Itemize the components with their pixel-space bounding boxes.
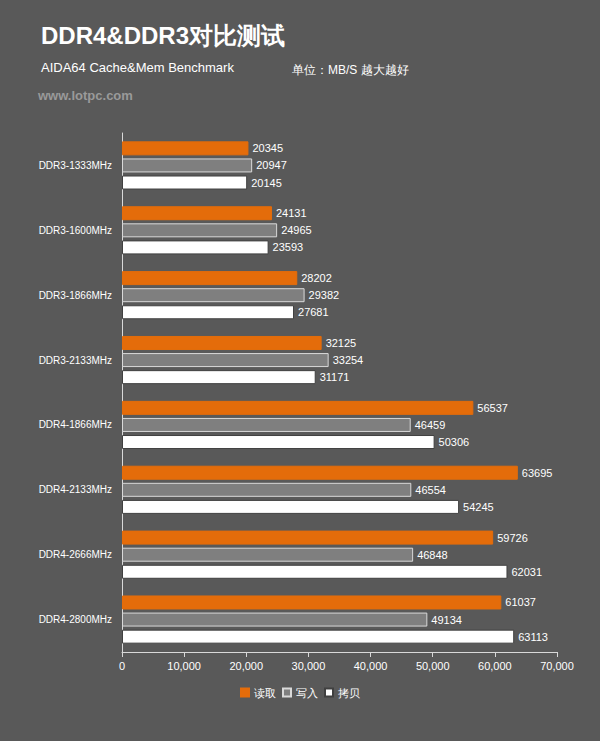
svg-text:50306: 50306 <box>439 436 470 448</box>
svg-text:写入: 写入 <box>296 687 318 699</box>
svg-text:32125: 32125 <box>326 337 357 349</box>
svg-text:拷贝: 拷贝 <box>338 687 360 699</box>
svg-text:www.lotpc.com: www.lotpc.com <box>37 88 133 103</box>
svg-text:31171: 31171 <box>320 371 350 383</box>
svg-text:DDR4&DDR3对比测试: DDR4&DDR3对比测试 <box>41 22 285 49</box>
svg-text:46848: 46848 <box>417 549 448 561</box>
svg-text:10,000: 10,000 <box>167 660 201 672</box>
svg-text:40,000: 40,000 <box>354 660 388 672</box>
svg-text:20947: 20947 <box>256 159 287 171</box>
svg-text:30,000: 30,000 <box>292 660 326 672</box>
svg-text:29382: 29382 <box>309 289 340 301</box>
svg-text:DDR4-2666MHz: DDR4-2666MHz <box>39 549 112 560</box>
svg-text:46459: 46459 <box>415 419 446 431</box>
svg-text:33254: 33254 <box>333 354 364 366</box>
svg-text:24965: 24965 <box>281 224 312 236</box>
svg-text:70,000: 70,000 <box>540 660 574 672</box>
svg-text:DDR3-1866MHz: DDR3-1866MHz <box>39 290 112 301</box>
svg-text:61037: 61037 <box>505 596 536 608</box>
svg-text:46554: 46554 <box>415 484 446 496</box>
svg-text:56537: 56537 <box>477 402 508 414</box>
svg-text:23593: 23593 <box>273 241 304 253</box>
svg-text:AIDA64 Cache&Mem Benchmark: AIDA64 Cache&Mem Benchmark <box>41 60 234 75</box>
svg-text:DDR3-1333MHz: DDR3-1333MHz <box>39 160 112 171</box>
svg-text:20145: 20145 <box>251 177 282 189</box>
svg-text:DDR4-2133MHz: DDR4-2133MHz <box>39 484 112 495</box>
svg-text:49134: 49134 <box>431 614 462 626</box>
svg-text:27681: 27681 <box>298 306 329 318</box>
svg-text:DDR4-2800MHz: DDR4-2800MHz <box>39 614 112 625</box>
svg-text:63113: 63113 <box>518 631 548 643</box>
svg-text:24131: 24131 <box>276 207 307 219</box>
svg-text:63695: 63695 <box>522 467 553 479</box>
svg-text:60,000: 60,000 <box>478 660 512 672</box>
svg-text:20345: 20345 <box>252 142 283 154</box>
svg-text:单位：MB/S 越大越好: 单位：MB/S 越大越好 <box>292 63 409 77</box>
svg-text:0: 0 <box>119 660 125 672</box>
svg-text:62031: 62031 <box>511 566 542 578</box>
svg-text:54245: 54245 <box>463 501 494 513</box>
svg-text:DDR3-1600MHz: DDR3-1600MHz <box>39 225 112 236</box>
svg-text:DDR4-1866MHz: DDR4-1866MHz <box>39 419 112 430</box>
svg-text:读取: 读取 <box>254 687 276 699</box>
svg-text:50,000: 50,000 <box>416 660 450 672</box>
svg-text:59726: 59726 <box>497 532 528 544</box>
svg-text:20,000: 20,000 <box>229 660 263 672</box>
svg-text:28202: 28202 <box>301 272 332 284</box>
svg-text:DDR3-2133MHz: DDR3-2133MHz <box>39 355 112 366</box>
